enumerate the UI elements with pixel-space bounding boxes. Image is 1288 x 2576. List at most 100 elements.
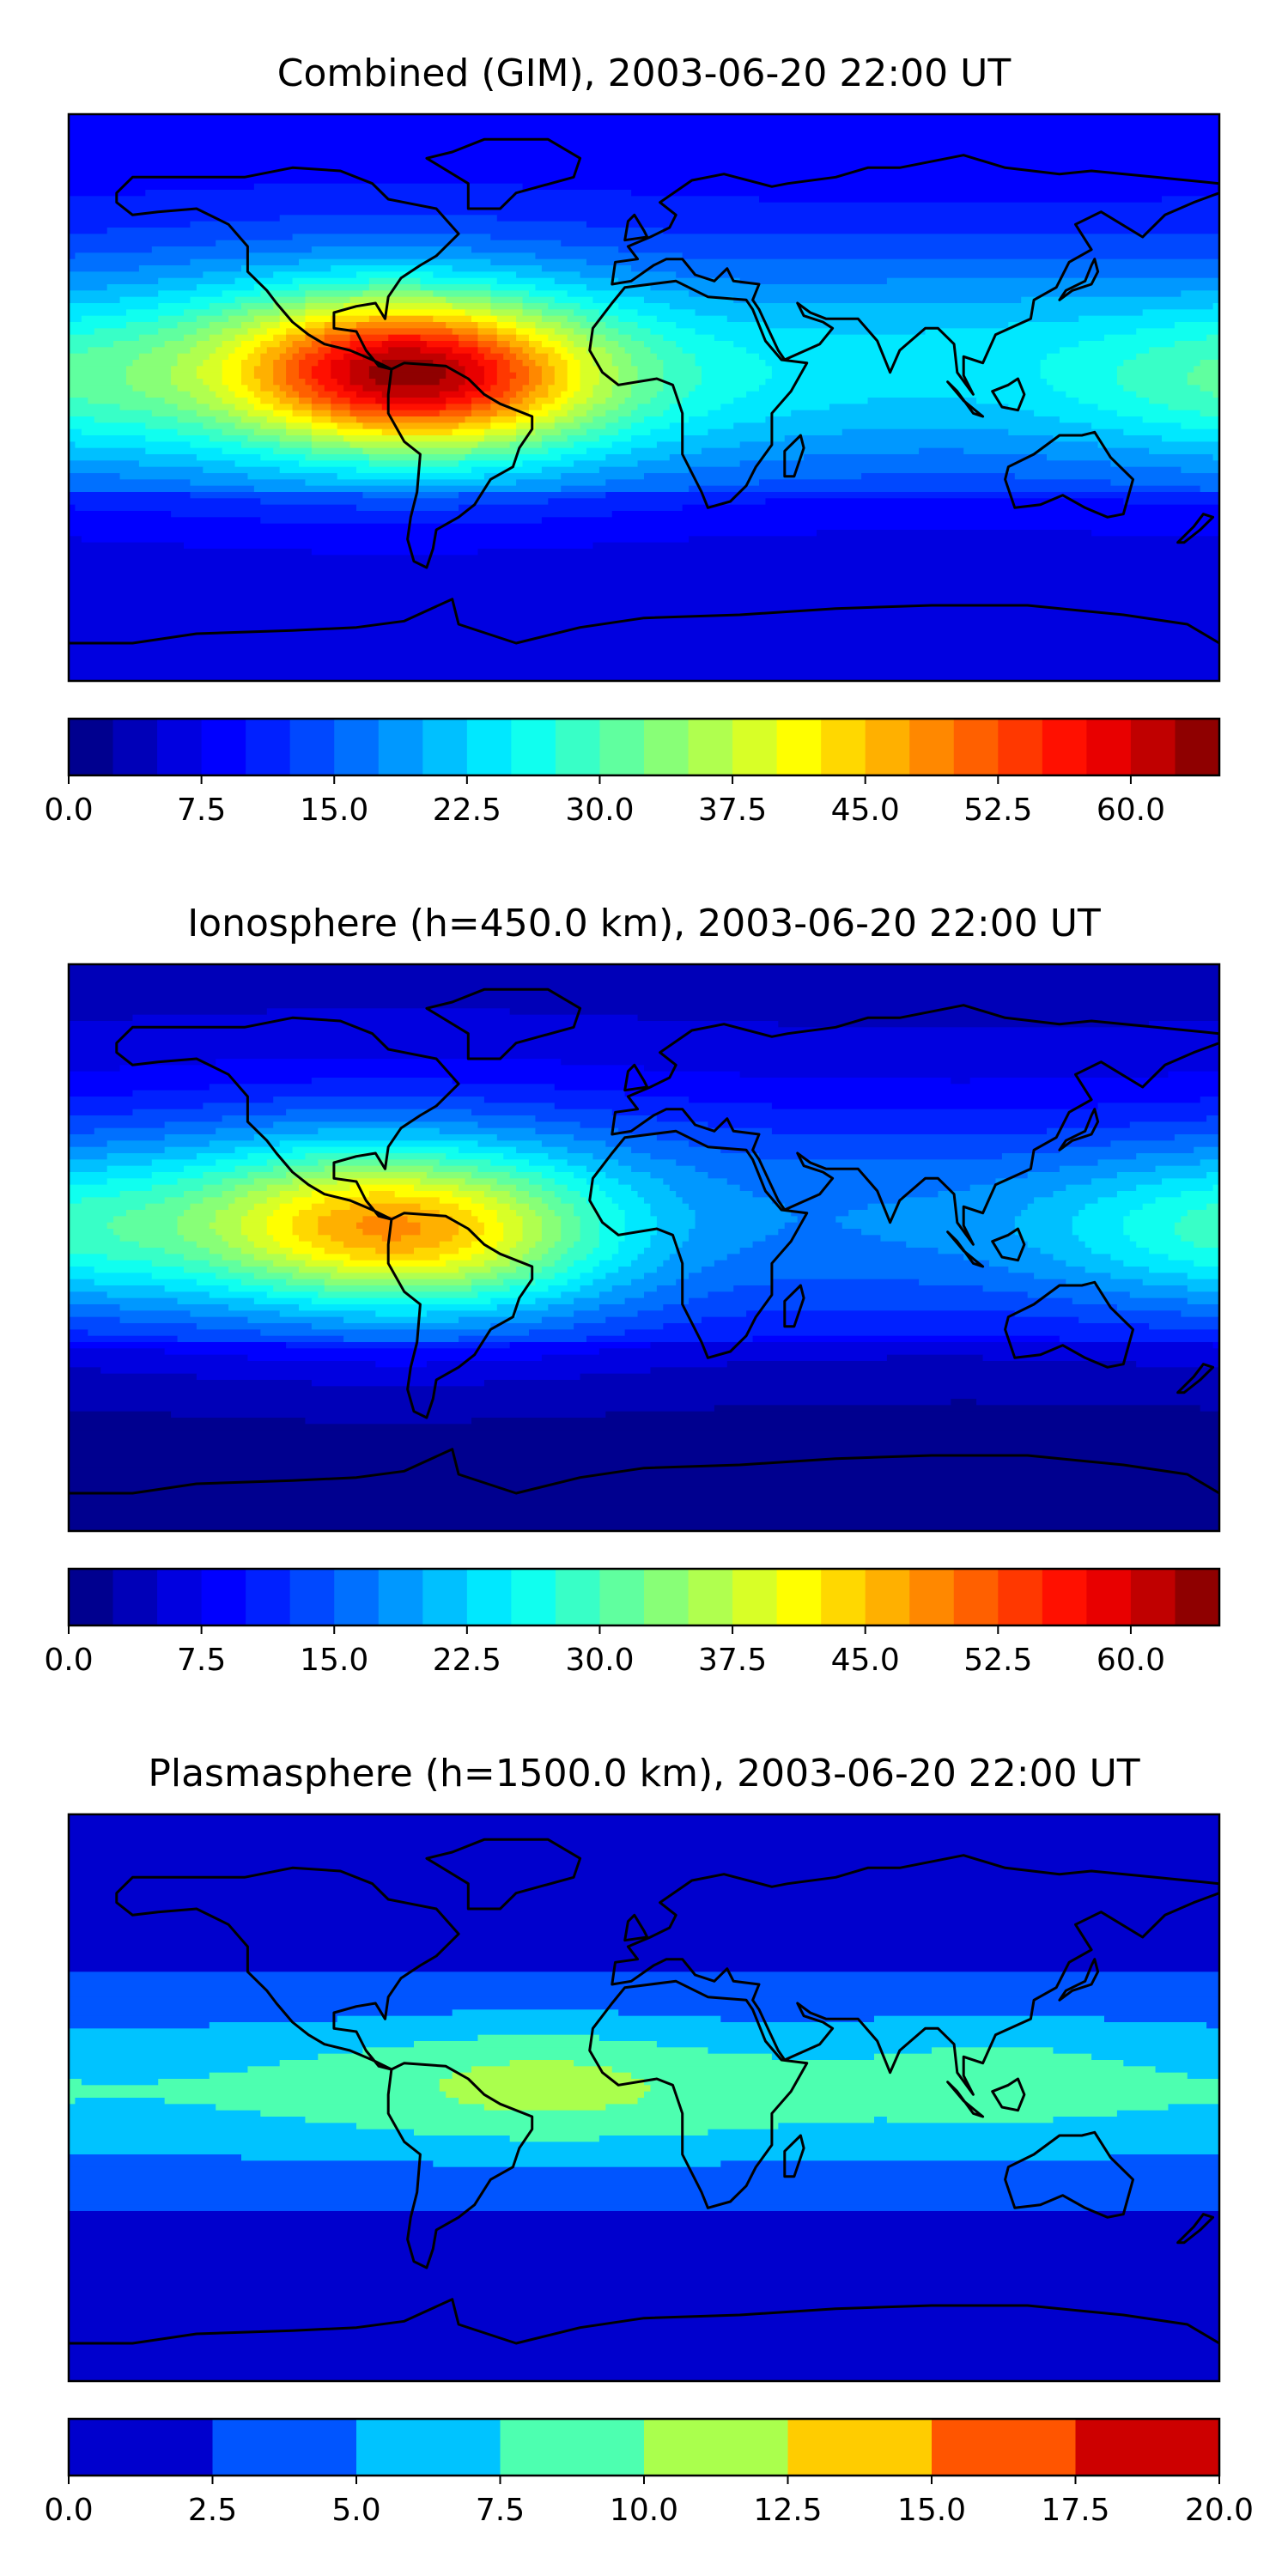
colorbar-segment bbox=[998, 719, 1043, 775]
colorbar-segment bbox=[201, 1569, 246, 1625]
coastline bbox=[69, 2298, 1219, 2345]
coastline bbox=[623, 1063, 649, 1092]
colorbar-segment bbox=[201, 719, 246, 775]
coastline bbox=[946, 1230, 985, 1268]
colorbar-tick-label: 45.0 bbox=[831, 1643, 900, 1678]
colorbar-segment bbox=[157, 719, 203, 775]
coastline bbox=[588, 1129, 809, 1359]
colorbar-segment bbox=[821, 1569, 866, 1625]
colorbar-segment bbox=[157, 1569, 203, 1625]
coastline bbox=[783, 434, 805, 478]
colorbar-segment bbox=[1086, 1569, 1132, 1625]
colorbar-segment bbox=[289, 1569, 335, 1625]
coastline bbox=[783, 2134, 805, 2178]
coastline bbox=[386, 1212, 534, 1419]
coastline bbox=[623, 1913, 649, 1942]
colorbar-segment bbox=[688, 719, 733, 775]
colorbar-segment bbox=[1130, 719, 1176, 775]
coastline bbox=[69, 1448, 1219, 1495]
coastline bbox=[1058, 1958, 1100, 2002]
colorbar-segment bbox=[821, 719, 866, 775]
colorbar-tick-label: 7.5 bbox=[177, 793, 226, 828]
colorbar-segment bbox=[334, 1569, 380, 1625]
coastline bbox=[1058, 1108, 1100, 1151]
map-field bbox=[69, 114, 1219, 681]
coastline bbox=[386, 361, 534, 569]
colorbar bbox=[69, 2419, 1220, 2476]
coastline bbox=[425, 137, 582, 210]
colorbar-segment bbox=[644, 2419, 788, 2476]
colorbar-frame bbox=[67, 1567, 1221, 1627]
colorbar-tick-label: 30.0 bbox=[565, 793, 634, 828]
coastline bbox=[115, 1016, 460, 1221]
coastline bbox=[425, 1838, 582, 1911]
coastline bbox=[611, 1004, 1219, 1246]
colorbar-segment bbox=[112, 1569, 158, 1625]
colorbar-segment bbox=[953, 1569, 999, 1625]
coastline bbox=[611, 154, 1219, 396]
coastline bbox=[588, 279, 809, 509]
colorbar-segment bbox=[69, 719, 114, 775]
colorbar-segment bbox=[1042, 719, 1087, 775]
colorbar-tick-label: 0.0 bbox=[44, 793, 93, 828]
colorbar-tick-label: 37.5 bbox=[698, 1643, 767, 1678]
colorbar-segment bbox=[212, 2419, 357, 2476]
map-frame bbox=[67, 1813, 1221, 2383]
colorbar-segment bbox=[1175, 1569, 1220, 1625]
colorbar-segment bbox=[599, 1569, 645, 1625]
colorbar-segment bbox=[555, 1569, 600, 1625]
coastline bbox=[1058, 258, 1100, 301]
colorbar-segment bbox=[909, 1569, 955, 1625]
colorbar-segment bbox=[776, 1569, 822, 1625]
colorbar-tick-label: 15.0 bbox=[897, 2493, 966, 2528]
colorbar-segment bbox=[511, 1569, 556, 1625]
colorbar-segment bbox=[246, 1569, 291, 1625]
colorbar-segment bbox=[69, 2419, 213, 2476]
colorbar-tick-label: 7.5 bbox=[177, 1643, 226, 1678]
colorbar-segment bbox=[865, 719, 910, 775]
colorbar-tick-label: 10.0 bbox=[610, 2493, 678, 2528]
colorbar-segment bbox=[555, 719, 600, 775]
map-field bbox=[69, 964, 1219, 1531]
colorbar-tick-label: 15.0 bbox=[300, 793, 368, 828]
colorbar-tick-label: 0.0 bbox=[44, 1643, 93, 1678]
panel-title: Plasmasphere (h=1500.0 km), 2003-06-20 2… bbox=[148, 1752, 1139, 1795]
colorbar-segment bbox=[422, 719, 468, 775]
colorbar-segment bbox=[644, 719, 690, 775]
colorbar-segment bbox=[356, 2419, 501, 2476]
colorbar-segment bbox=[1086, 719, 1132, 775]
colorbar-segment bbox=[1175, 719, 1220, 775]
coastline bbox=[1004, 430, 1134, 519]
colorbar-segment bbox=[69, 1569, 114, 1625]
colorbar-tick-label: 20.0 bbox=[1185, 2493, 1254, 2528]
colorbar-segment bbox=[732, 719, 778, 775]
colorbar-segment bbox=[511, 719, 556, 775]
panel-title: Ionosphere (h=450.0 km), 2003-06-20 22:0… bbox=[187, 902, 1101, 945]
colorbar-segment bbox=[776, 719, 822, 775]
coastline bbox=[1176, 1363, 1215, 1394]
coastline bbox=[991, 2077, 1026, 2112]
colorbar-segment bbox=[909, 719, 955, 775]
colorbar-segment bbox=[112, 719, 158, 775]
colorbar-segment bbox=[1130, 1569, 1176, 1625]
colorbar-tick-label: 37.5 bbox=[698, 793, 767, 828]
coastline bbox=[946, 2081, 985, 2118]
colorbar-segment bbox=[787, 2419, 933, 2476]
colorbar-segment bbox=[289, 719, 335, 775]
colorbar-tick-label: 52.5 bbox=[963, 1643, 1032, 1678]
coastline bbox=[991, 377, 1026, 412]
colorbar-tick-label: 52.5 bbox=[963, 793, 1032, 828]
colorbar bbox=[69, 719, 1220, 775]
colorbar-segment bbox=[599, 719, 645, 775]
colorbar-tick-label: 60.0 bbox=[1097, 1643, 1165, 1678]
coastline bbox=[588, 1979, 809, 2209]
colorbar-segment bbox=[378, 1569, 423, 1625]
coastline bbox=[1004, 1280, 1134, 1369]
colorbar-segment bbox=[998, 1569, 1043, 1625]
colorbar bbox=[69, 1569, 1220, 1625]
colorbar-tick-label: 22.5 bbox=[433, 1643, 501, 1678]
colorbar-tick-label: 12.5 bbox=[753, 2493, 822, 2528]
colorbar-segment bbox=[688, 1569, 733, 1625]
coastline bbox=[115, 166, 460, 371]
